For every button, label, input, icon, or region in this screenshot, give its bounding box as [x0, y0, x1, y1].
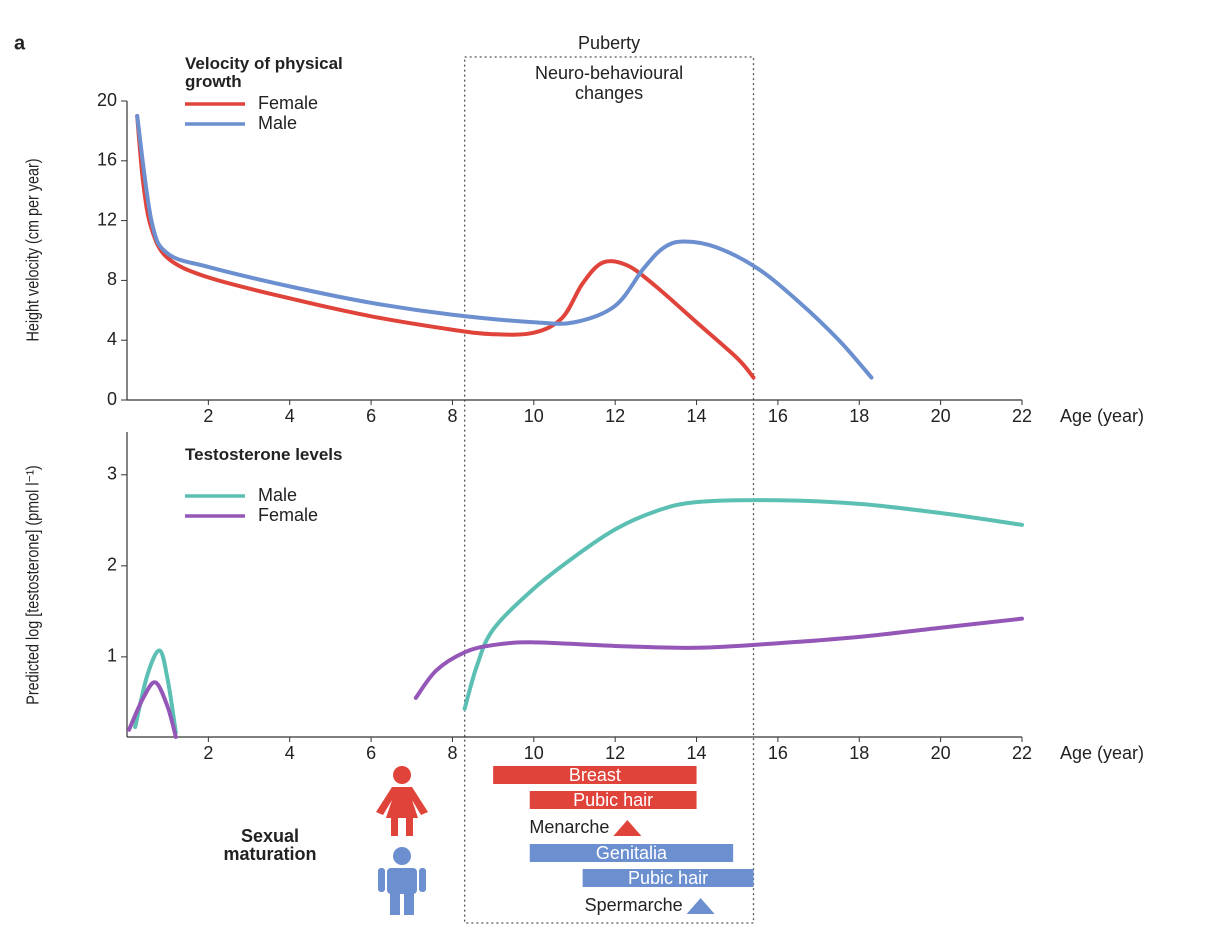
range-label: Pubic hair: [628, 868, 708, 888]
range-label: Pubic hair: [573, 790, 653, 810]
chart-title: Sexual maturation: [200, 827, 340, 863]
y-tick-label: 16: [97, 150, 117, 170]
y-tick-label: 1: [107, 646, 117, 666]
x-tick-label: 22: [1012, 743, 1032, 763]
x-tick-label: 2: [203, 406, 213, 426]
figure: a Puberty048121620246810121416182022Age …: [0, 0, 1205, 925]
y-tick-label: 0: [107, 389, 117, 409]
line-series: [129, 619, 1022, 737]
x-tick-label: 10: [524, 743, 544, 763]
line-series: [137, 116, 871, 378]
event-label: Menarche: [529, 817, 609, 837]
y-tick-label: 3: [107, 464, 117, 484]
chart: a Puberty048121620246810121416182022Age …: [0, 0, 1205, 925]
legend-label: Male: [258, 485, 297, 505]
x-tick-label: 22: [1012, 406, 1032, 426]
panel-label: a: [14, 32, 26, 54]
line-series: [137, 116, 753, 378]
male-icon: [378, 847, 426, 915]
x-tick-label: 12: [605, 743, 625, 763]
event-marker: [687, 898, 715, 914]
x-tick-label: 20: [931, 406, 951, 426]
x-tick-label: 18: [849, 406, 869, 426]
x-tick-label: 6: [366, 743, 376, 763]
female-icon: [376, 766, 428, 836]
puberty-label: Puberty: [578, 33, 640, 53]
y-tick-label: 2: [107, 555, 117, 575]
x-tick-label: 4: [285, 406, 295, 426]
event-label: Spermarche: [585, 895, 683, 915]
legend-label: Female: [258, 505, 318, 525]
x-axis-label: Age (year): [1060, 406, 1144, 426]
line-series: [135, 500, 1022, 732]
legend-label: Male: [258, 113, 297, 133]
x-tick-label: 16: [768, 743, 788, 763]
x-tick-label: 8: [447, 406, 457, 426]
x-tick-label: 8: [447, 743, 457, 763]
x-tick-label: 20: [931, 743, 951, 763]
y-tick-label: 20: [97, 90, 117, 110]
y-tick-label: 4: [107, 329, 117, 349]
y-tick-label: 8: [107, 269, 117, 289]
x-tick-label: 14: [687, 406, 707, 426]
x-tick-label: 10: [524, 406, 544, 426]
event-marker: [613, 820, 641, 836]
chart-title: Velocity of physical growth: [185, 55, 350, 91]
range-label: Breast: [569, 765, 621, 785]
x-axis-label: Age (year): [1060, 743, 1144, 763]
x-tick-label: 14: [687, 743, 707, 763]
x-tick-label: 16: [768, 406, 788, 426]
y-axis-label: Predicted log [testosterone] (pmol l⁻¹): [23, 465, 43, 704]
x-tick-label: 6: [366, 406, 376, 426]
y-axis-label: Height velocity (cm per year): [23, 158, 43, 341]
range-label: Genitalia: [596, 843, 668, 863]
x-tick-label: 4: [285, 743, 295, 763]
x-tick-label: 12: [605, 406, 625, 426]
x-tick-label: 18: [849, 743, 869, 763]
x-tick-label: 2: [203, 743, 213, 763]
puberty-note: Neuro-behavioural changes: [499, 63, 719, 103]
y-tick-label: 12: [97, 209, 117, 229]
chart-title: Testosterone levels: [185, 446, 350, 464]
legend-label: Female: [258, 93, 318, 113]
